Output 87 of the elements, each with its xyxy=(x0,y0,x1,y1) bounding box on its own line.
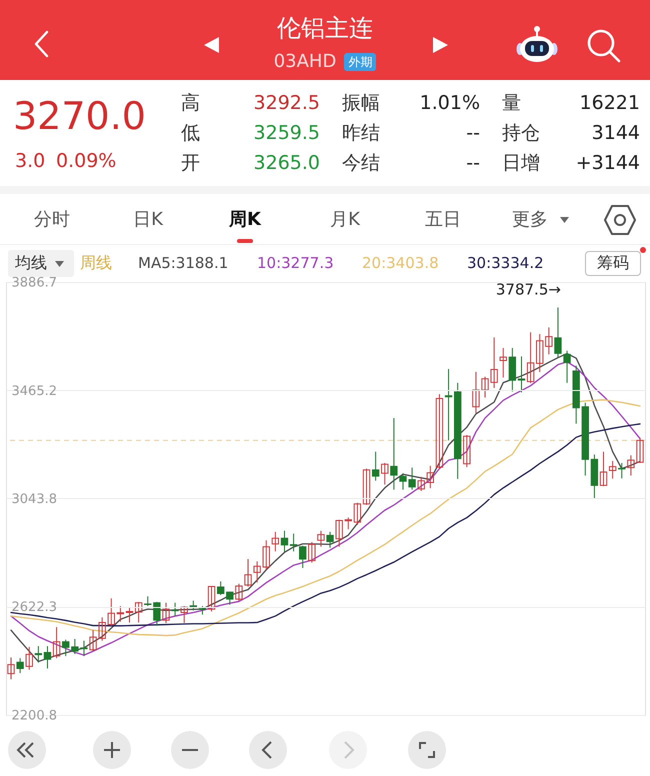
candlestick xyxy=(381,462,388,486)
text: 均线 xyxy=(15,253,47,272)
text: 更多 xyxy=(512,209,548,230)
candlestick xyxy=(372,451,380,482)
text: 10:3277.3 xyxy=(257,254,334,272)
candlestick xyxy=(326,531,334,548)
text: 月K xyxy=(330,209,360,230)
y-tick-label: 2200.8 xyxy=(12,708,57,724)
text: 筹码 xyxy=(597,253,629,272)
text: 日增 xyxy=(502,152,540,174)
text: 分时 xyxy=(34,209,70,230)
candlestick xyxy=(162,602,170,624)
candlestick xyxy=(235,583,243,602)
candlestick xyxy=(299,545,306,569)
text: 3144 xyxy=(592,122,640,144)
candlestick xyxy=(26,646,33,670)
text: 周线 xyxy=(80,253,112,272)
candlestick xyxy=(272,531,280,552)
text: 3259.5 xyxy=(254,122,320,144)
candlestick xyxy=(600,451,608,487)
text: +3144 xyxy=(576,152,640,174)
candlestick xyxy=(508,347,516,392)
y-tick-label: 3465.2 xyxy=(12,384,57,399)
candlestick xyxy=(463,434,470,468)
candlestick xyxy=(52,626,60,659)
candlestick xyxy=(171,602,179,617)
candlestick xyxy=(280,530,288,553)
text: MA5:3188.1 xyxy=(138,254,228,272)
candlestick xyxy=(608,460,616,480)
candlestick xyxy=(208,586,216,612)
text: 今结 xyxy=(342,152,380,174)
text: 30:3334.2 xyxy=(467,254,544,272)
candlestick xyxy=(408,467,416,490)
candlestick xyxy=(317,530,325,548)
candlestick xyxy=(44,646,52,669)
text: 量 xyxy=(502,92,521,114)
candlestick xyxy=(390,418,398,490)
candlestick xyxy=(618,462,626,479)
candlestick xyxy=(636,437,644,464)
candlestick xyxy=(518,356,526,393)
candlestick xyxy=(308,542,316,564)
text: 0.09% xyxy=(56,150,116,172)
candlestick xyxy=(34,646,42,664)
y-tick-label: 3886.7 xyxy=(12,276,57,290)
text: 高 xyxy=(181,92,200,114)
candlestick xyxy=(563,350,571,384)
candlestick xyxy=(244,558,252,588)
text: -- xyxy=(466,152,480,174)
text: 3.0 xyxy=(15,150,46,172)
text: 低 xyxy=(181,122,200,144)
text: 开 xyxy=(181,152,200,174)
text: -- xyxy=(466,122,480,144)
text: 3265.0 xyxy=(254,152,320,174)
candlestick xyxy=(472,371,480,414)
candlestick xyxy=(436,394,444,470)
text: 五日 xyxy=(425,209,461,230)
candlestick xyxy=(7,656,15,680)
candlestick xyxy=(16,658,24,674)
annotation: 3787.5→ xyxy=(496,280,561,298)
text: 昨结 xyxy=(342,122,380,144)
candlestick xyxy=(490,336,498,388)
text: 持仓 xyxy=(502,122,540,144)
text: 周K xyxy=(229,209,261,230)
candlestick xyxy=(399,472,407,490)
y-tick-label: 2622.3 xyxy=(12,600,57,616)
chart-subtitle: 03AHD xyxy=(274,51,336,72)
text: 3292.5 xyxy=(254,92,320,114)
candlestick xyxy=(362,468,370,506)
candlestick xyxy=(500,347,507,378)
candlestick xyxy=(190,600,198,611)
text: 1.01% xyxy=(420,92,480,114)
candlestick xyxy=(180,606,188,624)
text: 振幅 xyxy=(342,92,380,114)
chart-title: 伦铝主连 xyxy=(277,14,373,42)
text: 16221 xyxy=(580,92,640,114)
candlestick xyxy=(290,533,298,552)
candlestick xyxy=(89,630,97,652)
text: 日K xyxy=(133,209,163,230)
candlestick xyxy=(627,454,635,476)
candlestick xyxy=(481,376,489,398)
y-tick-label: 3043.8 xyxy=(12,492,57,507)
candlestick xyxy=(134,601,142,623)
candlestick xyxy=(554,306,562,358)
candlestick xyxy=(126,607,134,623)
text: 3270.0 xyxy=(13,94,146,138)
text: 20:3403.8 xyxy=(362,254,439,272)
label-badge: 外期 xyxy=(344,53,376,71)
